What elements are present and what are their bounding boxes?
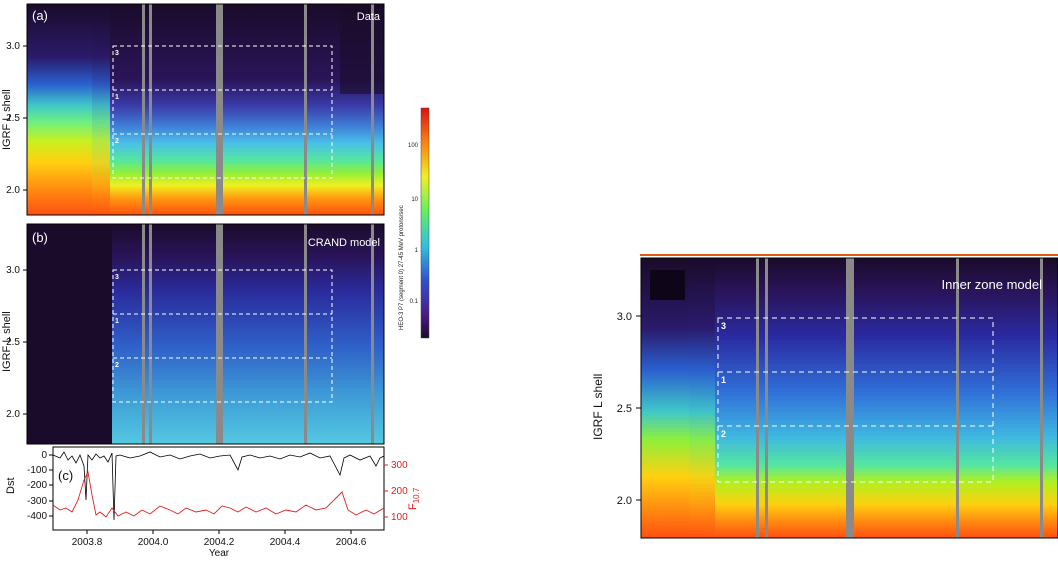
- inner-zone-data-gap-5: [1040, 258, 1043, 538]
- panel-b-ytick: 2.5: [6, 337, 20, 348]
- year-tick: 2004.0: [138, 537, 169, 548]
- panel-a-frame: [26, 3, 385, 216]
- f107-series-line: [52, 470, 385, 518]
- x-axis-label: Year: [209, 548, 230, 559]
- panel-inner-zone: 3 1 2 Inner zone model 2.0 2.5 3.0 IGRF …: [591, 254, 1058, 539]
- inner-zone-ylabel: IGRF L shell: [591, 374, 605, 440]
- panel-a-ylabel: IGRF L shell: [1, 89, 13, 150]
- panel-b-box-label-1: 1: [115, 318, 119, 325]
- inner-zone-box-label-2: 2: [721, 429, 726, 439]
- colorbar-tick: 100: [408, 143, 419, 149]
- year-tick: 2004.6: [336, 537, 367, 548]
- panel-c-x-ticks: 2003.8 2004.0 2004.2 2004.4 2004.6: [72, 530, 367, 548]
- panel-a-y-ticks: 2.0 2.5 3.0: [6, 41, 27, 196]
- panel-c-right-ticks: 300 200 100: [384, 460, 408, 523]
- panel-a: 3 1 2 (a) Data 2.0 2.5 3.0 IGRF L shell: [1, 3, 385, 216]
- inner-zone-ytick: 2.0: [617, 495, 632, 507]
- f107-axis-label: F10.7: [407, 487, 421, 510]
- panel-b-box-label-2: 2: [115, 362, 119, 369]
- colorbar-tick: 0.1: [410, 299, 419, 305]
- panel-a-data-gap-5: [371, 4, 374, 215]
- panel-b-y-ticks: 2.0 2.5 3.0: [6, 265, 27, 420]
- panel-a-left-region: [27, 4, 92, 215]
- panel-b-frame: [26, 223, 385, 445]
- inner-zone-box-label-3: 3: [721, 321, 726, 331]
- colorbar: 100 10 1 0.1 HEO-3 P7 (segment 0) 27-45 …: [399, 107, 430, 339]
- panel-a-dark-top-right: [340, 4, 384, 94]
- year-tick: 2004.2: [204, 537, 235, 548]
- panel-b-data-gap-3: [216, 224, 223, 444]
- colorbar-ramp: [420, 107, 430, 339]
- panel-b-tag: (b): [32, 230, 48, 245]
- dst-tick: -400: [27, 511, 47, 522]
- inner-zone-data-gap-4: [956, 258, 959, 538]
- inner-zone-ytick: 3.0: [617, 311, 632, 323]
- inner-zone-left-strip: [689, 258, 715, 538]
- inner-zone-box-3: [717, 317, 994, 483]
- f107-tick: 100: [391, 512, 408, 523]
- inner-zone-frame: [640, 257, 1058, 539]
- dst-axis-label: Dst: [5, 478, 17, 495]
- panel-a-ytick: 2.0: [6, 185, 20, 196]
- panel-a-tag: (a): [32, 8, 48, 23]
- inner-zone-data-gap-2: [765, 258, 768, 538]
- panel-b-data-gap-2: [149, 224, 152, 444]
- panel-b: 3 1 2 (b) CRAND model 2.0 2.5 3.0 IGRF L…: [1, 223, 385, 445]
- panel-a-ytick: 3.0: [6, 41, 20, 52]
- inner-zone-dark-block: [650, 270, 685, 300]
- f107-axis-label-sub: 10.7: [412, 487, 421, 503]
- panel-c: 0 -100 -200 -300 -400 300 200 100 Dst F1…: [5, 446, 421, 559]
- inner-zone-left-region: [641, 258, 689, 538]
- panel-c-tag: (c): [58, 468, 73, 483]
- dst-tick: -100: [27, 465, 47, 476]
- panel-b-ytick: 3.0: [6, 265, 20, 276]
- colorbar-tick: 1: [415, 248, 419, 254]
- panel-a-ytick: 2.5: [6, 113, 20, 124]
- panel-a-data-gap-1: [142, 4, 145, 215]
- year-tick: 2004.4: [270, 537, 301, 548]
- colorbar-label: HEO-3 P7 (segment 0) 27-45 MeV protons/s…: [399, 205, 405, 330]
- panel-a-data-gap-2: [149, 4, 152, 215]
- year-tick: 2003.8: [72, 537, 103, 548]
- f107-tick: 200: [391, 486, 408, 497]
- panel-b-data-gap-5: [371, 224, 374, 444]
- panel-c-left-ticks: 0 -100 -200 -300 -400: [27, 450, 53, 522]
- inner-zone-label: Inner zone model: [942, 277, 1043, 292]
- panel-a-box-label-3: 3: [115, 50, 119, 57]
- dst-tick: -200: [27, 480, 47, 491]
- panel-a-left-strip: [92, 4, 110, 215]
- panel-b-ylabel: IGRF L shell: [1, 311, 13, 372]
- inner-zone-box-label-1: 1: [721, 375, 726, 385]
- dst-tick: 0: [41, 450, 47, 461]
- panel-a-label: Data: [357, 11, 381, 23]
- colorbar-tick: 10: [411, 197, 418, 203]
- inner-zone-data-gap-3: [846, 258, 854, 538]
- panel-c-frame: [52, 446, 385, 531]
- panel-b-data-gap-1: [142, 224, 145, 444]
- panel-a-box-label-2: 2: [115, 138, 119, 145]
- panel-b-data-gap-4: [304, 224, 307, 444]
- panel-b-empty-region: [27, 224, 112, 444]
- inner-zone-ytick: 2.5: [617, 403, 632, 415]
- panel-a-data-gap-3: [216, 4, 223, 215]
- dst-tick: -300: [27, 496, 47, 507]
- f107-tick: 300: [391, 460, 408, 471]
- panel-b-label: CRAND model: [308, 237, 380, 249]
- inner-zone-data-gap-1: [756, 258, 759, 538]
- panel-b-box-label-3: 3: [115, 274, 119, 281]
- f107-axis-label-main: F: [407, 503, 419, 510]
- inner-zone-y-ticks: 2.0 2.5 3.0: [617, 311, 641, 507]
- panel-a-box-label-1: 1: [115, 94, 119, 101]
- panel-b-ytick: 2.0: [6, 409, 20, 420]
- panel-a-data-gap-4: [304, 4, 307, 215]
- dst-series-line: [52, 451, 385, 521]
